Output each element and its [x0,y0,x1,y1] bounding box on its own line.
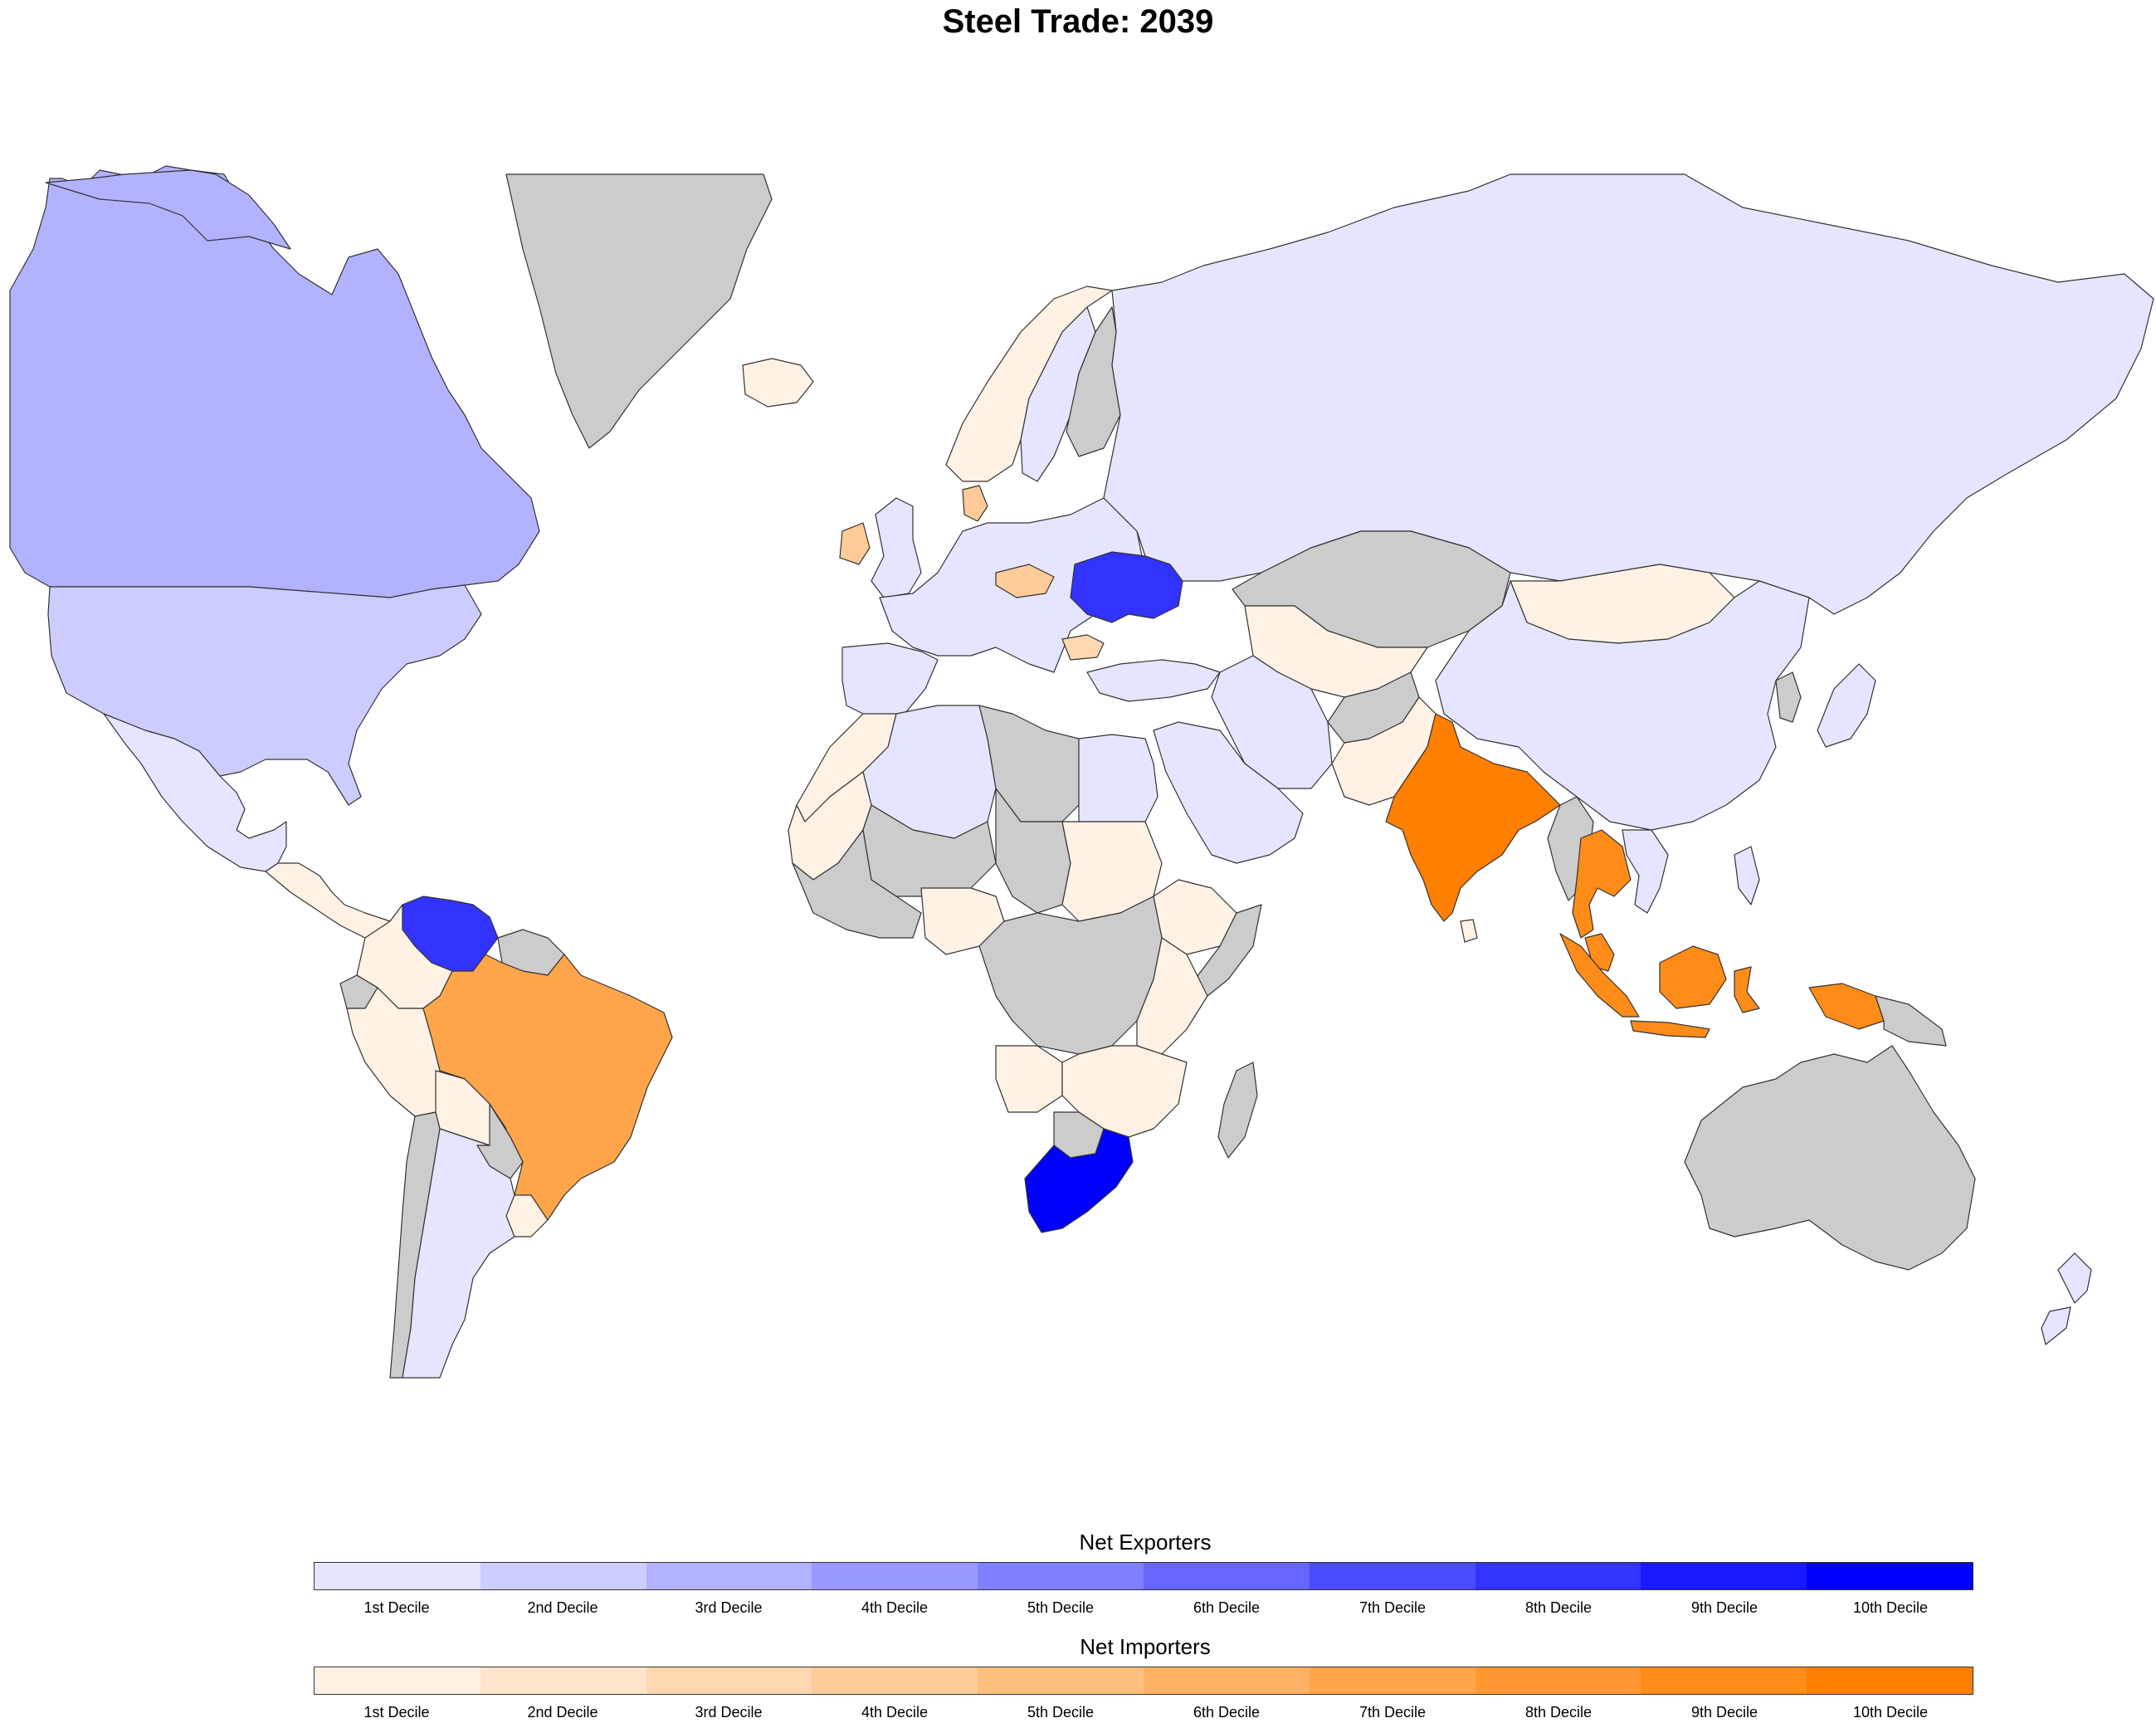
exporters-swatch-6 [1143,1563,1310,1589]
region-turkey[interactable] [1086,659,1221,702]
region-russia[interactable] [1103,173,2154,615]
region-madagascar[interactable] [1217,1062,1258,1159]
region-west-coast-africa[interactable] [792,829,922,939]
importers-label-3: 3rd Decile [695,1704,763,1721]
region-somalia[interactable] [1194,904,1262,997]
region-brazil[interactable] [422,954,673,1221]
importers-colorbar-labels: 1st Decile 2nd Decile 3rd Decile 4th Decile… [314,1704,1973,1721]
region-india[interactable] [1385,713,1561,922]
exporters-label-7: 7th Decile [1358,1599,1427,1616]
exporters-label-6: 6th Decile [1193,1599,1261,1616]
region-greenland[interactable] [505,173,773,449]
importers-swatch-3 [646,1667,812,1694]
exporters-label-9: 9th Decile [1690,1599,1758,1616]
region-saudi-arabia[interactable] [1153,721,1304,864]
importers-colorbar [314,1667,1973,1695]
importers-label-7: 7th Decile [1358,1704,1427,1721]
exporters-label-4: 4th Decile [861,1599,929,1616]
region-iberia[interactable] [841,642,939,719]
region-central-africa[interactable] [978,896,1163,1055]
exporters-legend-title: Net Exporters [1079,1530,1212,1555]
exporters-swatch-1 [315,1563,480,1589]
map-title: Steel Trade: 2039 [942,3,1214,40]
region-denmark[interactable] [962,485,988,522]
region-sri-lanka[interactable] [1460,919,1478,943]
importers-swatch-9 [1641,1667,1807,1694]
exporters-swatch-2 [480,1563,646,1589]
exporters-swatch-5 [978,1563,1144,1589]
exporters-swatch-3 [646,1563,812,1589]
region-libya[interactable] [978,705,1080,822]
exporters-label-2: 2nd Decile [527,1599,598,1616]
region-canadian-arctic-islands[interactable] [45,169,291,250]
region-new-zealand[interactable] [2041,1252,2092,1345]
region-korea[interactable] [1775,671,1802,723]
region-vietnam[interactable] [1622,829,1669,914]
importers-swatch-10 [1807,1667,1973,1694]
region-indonesia-borneo[interactable] [1659,945,1727,1009]
importers-label-9: 9th Decile [1690,1704,1758,1721]
exporters-swatch-8 [1475,1563,1641,1589]
exporters-colorbar-labels: 1st Decile 2nd Decile 3rd Decile 4th Decile… [314,1599,1973,1617]
importers-legend-title: Net Importers [1080,1634,1211,1659]
region-argentina[interactable] [402,1128,532,1379]
region-japan[interactable] [1817,663,1876,748]
importers-label-8: 8th Decile [1524,1704,1593,1721]
region-ireland[interactable] [839,522,871,565]
region-indonesia-sumatra[interactable] [1559,933,1640,1018]
importers-label-6: 6th Decile [1193,1704,1261,1721]
region-china[interactable] [1435,580,1810,831]
importers-swatch-1 [315,1667,480,1694]
region-ukraine[interactable] [1070,551,1183,623]
world-choropleth-map [9,165,2154,1379]
region-czechia[interactable] [995,564,1055,598]
importers-label-10: 10th Decile [1852,1704,1929,1721]
importers-label-4: 4th Decile [861,1704,929,1721]
importers-swatch-5 [978,1667,1144,1694]
importers-swatch-4 [812,1667,978,1694]
region-indonesia-papua[interactable] [1808,983,1885,1030]
region-egypt[interactable] [1078,734,1158,822]
importers-label-1: 1st Decile [363,1704,430,1721]
exporters-label-10: 10th Decile [1852,1599,1929,1616]
region-angola[interactable] [995,1045,1063,1113]
exporters-colorbar [314,1562,1973,1590]
importers-label-5: 5th Decile [1027,1704,1095,1721]
region-australia[interactable] [1684,1045,1976,1271]
exporters-label-1: 1st Decile [363,1599,430,1616]
region-mexico[interactable] [103,713,287,872]
region-uruguay[interactable] [505,1194,549,1237]
exporters-swatch-4 [812,1563,978,1589]
exporters-swatch-7 [1309,1563,1476,1589]
region-iceland[interactable] [742,358,814,408]
exporters-swatch-9 [1641,1563,1807,1589]
region-indonesia-sulawesi[interactable] [1734,966,1760,1013]
exporters-label-8: 8th Decile [1524,1599,1593,1616]
region-south-africa[interactable] [1024,1128,1134,1233]
region-iran[interactable] [1211,655,1333,789]
exporters-label-5: 5th Decile [1027,1599,1095,1616]
region-thailand[interactable] [1572,829,1632,939]
region-bulgaria[interactable] [1061,634,1105,661]
exporters-label-3: 3rd Decile [695,1599,763,1616]
importers-swatch-6 [1143,1667,1310,1694]
region-usa[interactable] [47,584,482,806]
region-indonesia-java[interactable] [1630,1020,1710,1038]
importers-label-2: 2nd Decile [527,1704,598,1721]
exporters-swatch-10 [1807,1563,1973,1589]
region-papua-new-guinea[interactable] [1875,995,1947,1047]
importers-swatch-7 [1309,1667,1476,1694]
importers-swatch-8 [1475,1667,1641,1694]
region-philippines[interactable] [1734,846,1760,905]
importers-swatch-2 [480,1667,646,1694]
region-uk[interactable] [871,497,922,598]
